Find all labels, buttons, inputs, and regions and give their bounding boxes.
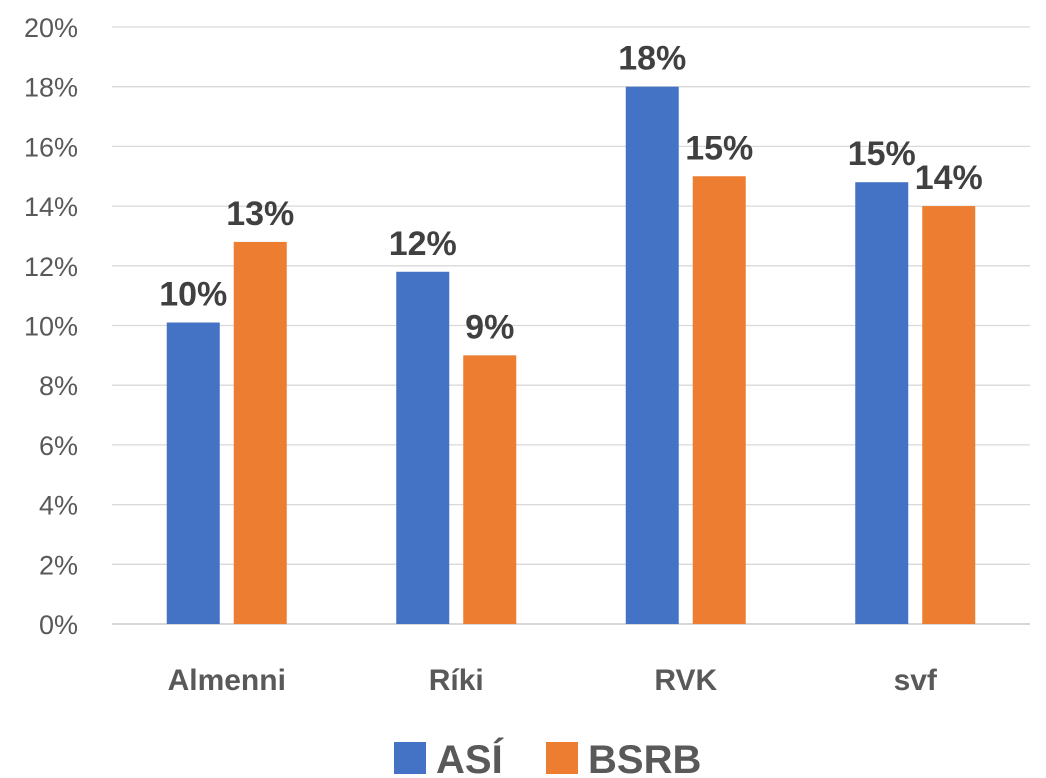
data-label: 18% [618,40,686,78]
bar-ASÍ-Almenni [166,322,220,624]
y-tick-label: 4% [39,491,78,521]
y-tick-label: 20% [24,13,78,43]
legend: ASÍ BSRB [394,737,701,778]
data-labels: 10%13%12%9%18%15% 15%14% [159,40,983,347]
data-label: 14% [915,159,983,197]
bar-ASÍ-svf [855,182,909,624]
y-tick-label: 0% [39,610,78,640]
y-tick-label: 14% [24,192,78,222]
bar-BSRB-RVK [692,176,746,624]
y-axis-ticks: 0% 2% 4% 6% 8% 10% 12% 14% 16% 18% 20% [24,13,78,640]
x-category-label: Ríki [429,664,484,697]
y-tick-label: 16% [24,132,78,162]
legend-swatch [546,742,578,774]
legend-label: BSRB [588,738,701,778]
data-label: 10% [159,276,227,314]
bar-ASÍ-Ríki [396,271,450,624]
y-tick-label: 18% [24,73,78,103]
y-tick-label: 6% [39,431,78,461]
x-category-label: RVK [654,664,717,697]
data-label: 15% [848,135,916,173]
bar-ASÍ-RVK [625,86,679,624]
data-label: 13% [226,195,294,233]
data-label: 9% [465,308,514,346]
y-tick-label: 12% [24,252,78,282]
legend-swatch [394,742,426,774]
bars [166,86,976,625]
x-axis-categories: Almenni Ríki RVK svf [168,664,938,697]
x-category-label: Almenni [168,664,286,697]
legend-label: ASÍ [436,737,504,778]
bar-BSRB-Almenni [233,241,287,625]
y-tick-label: 2% [39,550,78,580]
bar-BSRB-svf [922,206,976,624]
data-label: 15% [685,129,753,167]
bar-BSRB-Ríki [463,355,517,624]
data-label: 12% [389,225,457,263]
y-tick-label: 10% [24,312,78,342]
x-category-label: svf [894,664,938,697]
y-tick-label: 8% [39,371,78,401]
